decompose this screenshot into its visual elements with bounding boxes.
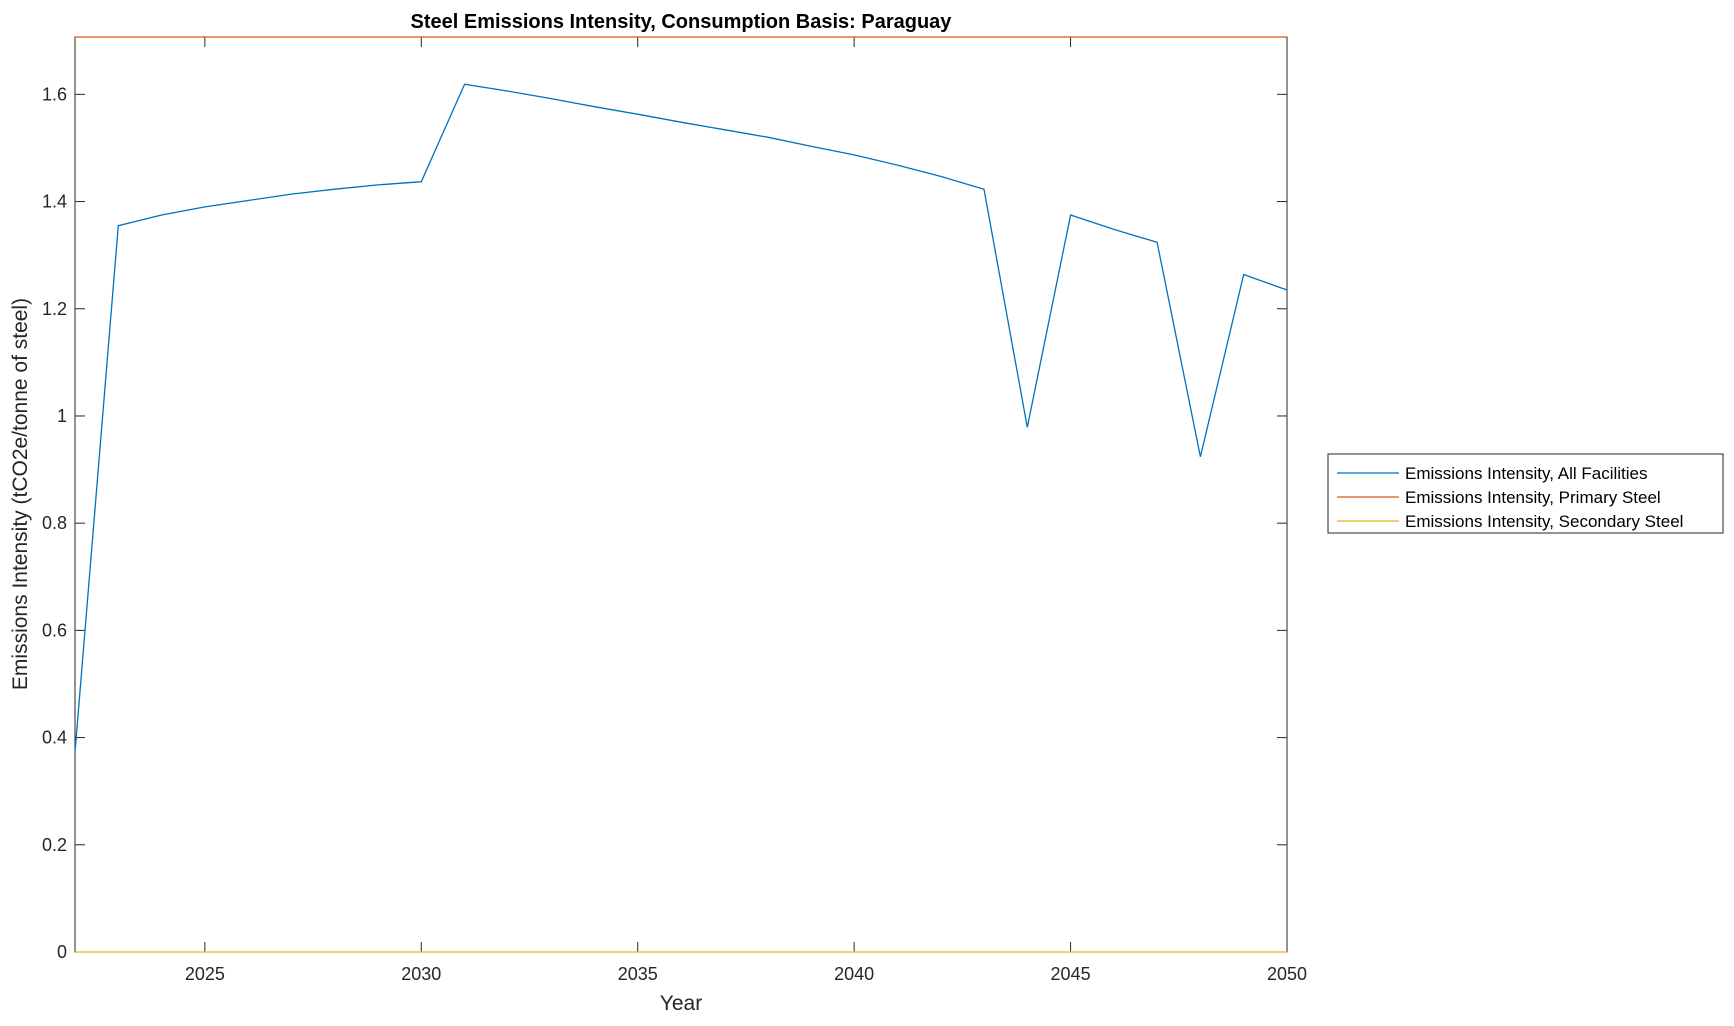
- x-axis-label: Year: [660, 992, 702, 1015]
- legend-label: Emissions Intensity, All Facilities: [1405, 464, 1647, 483]
- legend: Emissions Intensity, All Facilities Emiss…: [1327, 453, 1724, 534]
- x-tick-label: 2030: [401, 964, 441, 984]
- y-tick-label: 0.6: [42, 620, 67, 640]
- y-tick-label: 1.2: [42, 299, 67, 319]
- plot-area: [74, 36, 1288, 953]
- y-tick-label: 1.4: [42, 192, 67, 212]
- y-tick-label: 1.6: [42, 84, 67, 104]
- y-axis-label: Emissions Intensity (tCO2e/tonne of stee…: [9, 298, 32, 690]
- y-tick-label: 0: [57, 942, 67, 962]
- x-tick-label: 2045: [1051, 964, 1091, 984]
- y-tick-label: 0.2: [42, 835, 67, 855]
- x-tick-label: 2035: [618, 964, 658, 984]
- y-tick-label: 0.8: [42, 513, 67, 533]
- y-tick-label: 1: [57, 406, 67, 426]
- x-tick-label: 2040: [834, 964, 874, 984]
- x-tick-label: 2025: [185, 964, 225, 984]
- x-tick-label: 2050: [1267, 964, 1307, 984]
- y-tick-label: 0.4: [42, 728, 67, 748]
- legend-box: [1327, 453, 1724, 534]
- chart-title: Steel Emissions Intensity, Consumption B…: [411, 11, 953, 33]
- series-line-0: [74, 83, 1288, 753]
- legend-label: Emissions Intensity, Primary Steel: [1405, 488, 1661, 507]
- legend-label: Emissions Intensity, Secondary Steel: [1405, 512, 1683, 531]
